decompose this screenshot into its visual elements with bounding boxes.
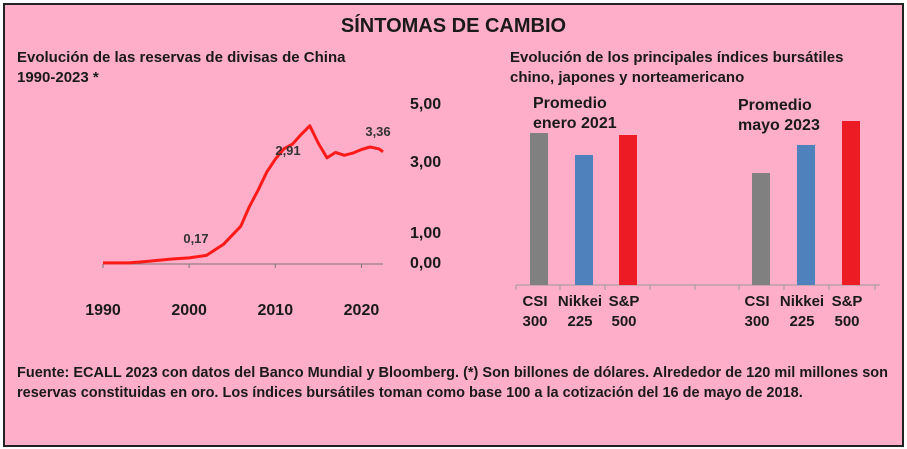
bar-label: 300	[522, 313, 547, 330]
line-chart-title: Evolución de las reservas de divisas de …	[17, 49, 346, 66]
x-tick-label: 2010	[258, 302, 294, 319]
line-chart-subtitle: 1990-2023 *	[17, 69, 99, 86]
bar-chart-subtitle: chino, japones y norteamericano	[510, 69, 745, 86]
charts-canvas: 1990 2000 2010 2020 0,00 1,00 3,00 5,00 0,17 2,91…	[85, 95, 880, 330]
bar-label: S&P	[832, 293, 863, 310]
bar-label: 500	[611, 313, 636, 330]
bar-label: 500	[834, 313, 859, 330]
bar-label: 225	[567, 313, 592, 330]
footnote: Fuente: ECALL 2023 con datos del Banco M…	[17, 365, 888, 401]
reserves-line	[103, 124, 384, 265]
bar-label: Nikkei	[558, 293, 602, 310]
y-tick-label: 3,00	[410, 154, 441, 171]
bar-nikkei	[575, 155, 593, 285]
bar-sp	[619, 135, 637, 285]
bar-label: 300	[744, 313, 769, 330]
bar-csi	[530, 133, 548, 285]
group-label: Promedio	[533, 95, 607, 112]
data-label: 2,91	[275, 143, 300, 158]
data-label: 3,36	[365, 124, 390, 139]
y-tick-label: 1,00	[410, 225, 441, 242]
group-label: mayo 2023	[738, 117, 820, 134]
bar-label: CSI	[522, 293, 547, 310]
x-tick-label: 2020	[344, 302, 380, 319]
bar-csi	[752, 173, 770, 285]
bar-nikkei	[797, 145, 815, 285]
data-label: 0,17	[183, 231, 208, 246]
infographic-frame: SÍNTOMAS DE CAMBIO Evolución de las rese…	[3, 3, 904, 447]
bar-sp	[842, 121, 860, 285]
bar-label: CSI	[744, 293, 769, 310]
page-title: SÍNTOMAS DE CAMBIO	[340, 15, 567, 37]
bar-chart-title: Evolución de los principales índices bur…	[510, 49, 844, 66]
x-tick-label: 1990	[85, 302, 121, 319]
bar-label: 225	[789, 313, 814, 330]
y-tick-label: 0,00	[410, 255, 441, 272]
group-label: enero 2021	[533, 115, 617, 132]
group-label: Promedio	[738, 97, 812, 114]
bar-label: Nikkei	[780, 293, 824, 310]
bar-label: S&P	[609, 293, 640, 310]
y-tick-label: 5,00	[410, 96, 441, 113]
x-tick-label: 2000	[171, 302, 207, 319]
